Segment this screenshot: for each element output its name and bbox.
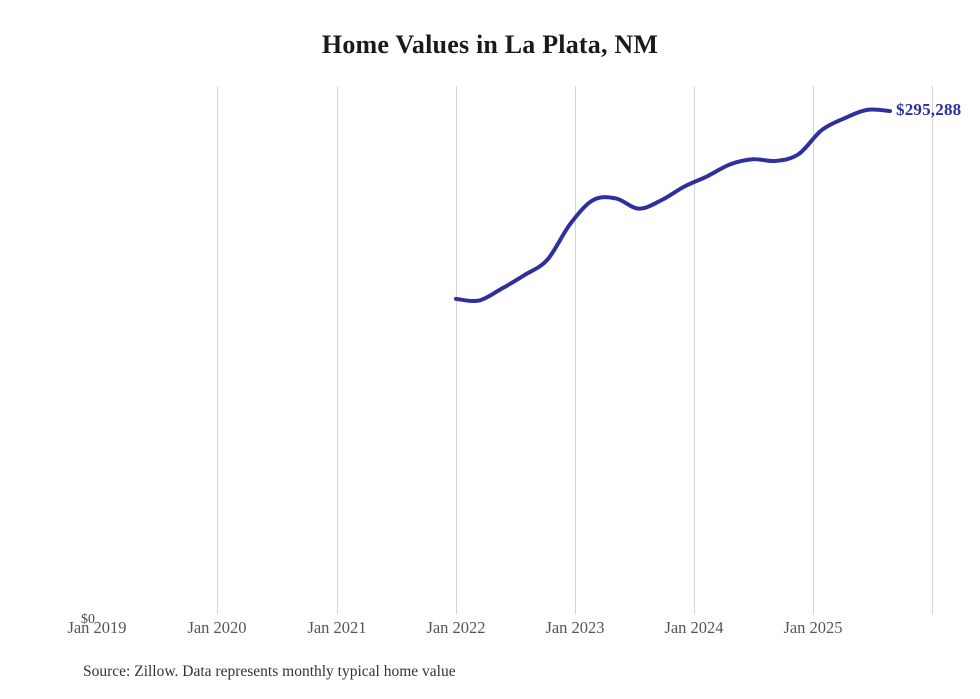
x-tick-label: Jan 2020 bbox=[187, 618, 247, 637]
x-tick-label: Jan 2019 bbox=[67, 618, 127, 637]
y-tick-label: $0 bbox=[81, 612, 95, 627]
gridline-jan-2019 bbox=[217, 86, 218, 614]
gridline-jan-2020 bbox=[337, 86, 338, 614]
end-value-label: $295,288 bbox=[896, 100, 962, 120]
source-note: Source: Zillow. Data represents monthly … bbox=[83, 663, 456, 680]
home-value-line bbox=[454, 107, 892, 304]
x-tick-label: Jan 2021 bbox=[307, 618, 367, 637]
gridline-jan-2024 bbox=[813, 86, 814, 614]
gridline-jan-2025 bbox=[932, 86, 933, 614]
x-axis-tick-labels: Jan 2019 Jan 2020 Jan 2021 Jan 2022 Jan 2023… bbox=[0, 618, 980, 644]
gridline-jan-2023 bbox=[694, 86, 695, 614]
x-tick-label: Jan 2023 bbox=[545, 618, 605, 637]
gridline-jan-2022 bbox=[575, 86, 576, 614]
chart-title: Home Values in La Plata, NM bbox=[321, 30, 659, 59]
x-tick-label: Jan 2024 bbox=[664, 618, 724, 637]
x-tick-label: Jan 2022 bbox=[426, 618, 486, 637]
gridline-jan-2021 bbox=[456, 86, 457, 614]
x-tick-label: Jan 2025 bbox=[783, 618, 843, 637]
